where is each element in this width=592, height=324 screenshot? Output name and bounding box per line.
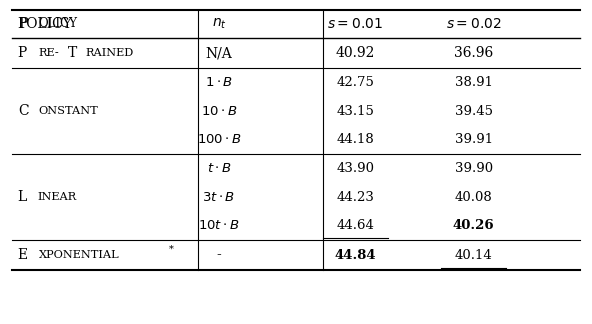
Text: E: E	[18, 248, 28, 262]
Text: 36.96: 36.96	[454, 46, 493, 60]
Text: XPONENTIAL: XPONENTIAL	[38, 250, 119, 260]
Text: 44.64: 44.64	[336, 219, 374, 233]
Text: P: P	[18, 46, 27, 60]
Text: 40.14: 40.14	[455, 249, 493, 262]
Text: *: *	[169, 245, 173, 254]
Text: 42.75: 42.75	[336, 76, 374, 89]
Text: RE-: RE-	[38, 48, 59, 58]
Text: $3t \cdot B$: $3t \cdot B$	[202, 191, 236, 204]
Text: ONSTANT: ONSTANT	[38, 106, 98, 116]
Text: N/A: N/A	[205, 46, 233, 60]
Text: $t \cdot B$: $t \cdot B$	[207, 162, 231, 176]
Text: INEAR: INEAR	[38, 192, 77, 202]
Text: 40.92: 40.92	[336, 46, 375, 60]
Text: POLICY: POLICY	[18, 17, 73, 31]
Text: 44.84: 44.84	[334, 249, 376, 262]
Text: OLICY: OLICY	[38, 17, 78, 30]
Text: $100 \cdot B$: $100 \cdot B$	[197, 133, 242, 146]
Text: RAINED: RAINED	[86, 48, 134, 58]
Text: 43.15: 43.15	[336, 105, 374, 118]
Text: $n_t$: $n_t$	[211, 17, 227, 31]
Text: 40.08: 40.08	[455, 191, 493, 204]
Text: T: T	[68, 46, 78, 60]
Text: 40.26: 40.26	[453, 219, 494, 233]
Text: 39.45: 39.45	[455, 105, 493, 118]
Text: 39.91: 39.91	[455, 133, 493, 146]
Text: 44.23: 44.23	[336, 191, 374, 204]
Text: 38.91: 38.91	[455, 76, 493, 89]
Text: 39.90: 39.90	[455, 162, 493, 176]
Text: $s = 0.02$: $s = 0.02$	[446, 17, 501, 31]
Text: $10t \cdot B$: $10t \cdot B$	[198, 219, 240, 233]
Text: $10 \cdot B$: $10 \cdot B$	[201, 105, 237, 118]
Text: $1 \cdot B$: $1 \cdot B$	[205, 76, 233, 89]
Text: 44.18: 44.18	[336, 133, 374, 146]
Text: -: -	[217, 248, 221, 262]
Text: P: P	[18, 17, 27, 31]
Text: C: C	[18, 104, 28, 118]
Text: L: L	[18, 191, 27, 204]
Text: $s = 0.01$: $s = 0.01$	[327, 17, 383, 31]
Text: 43.90: 43.90	[336, 162, 374, 176]
